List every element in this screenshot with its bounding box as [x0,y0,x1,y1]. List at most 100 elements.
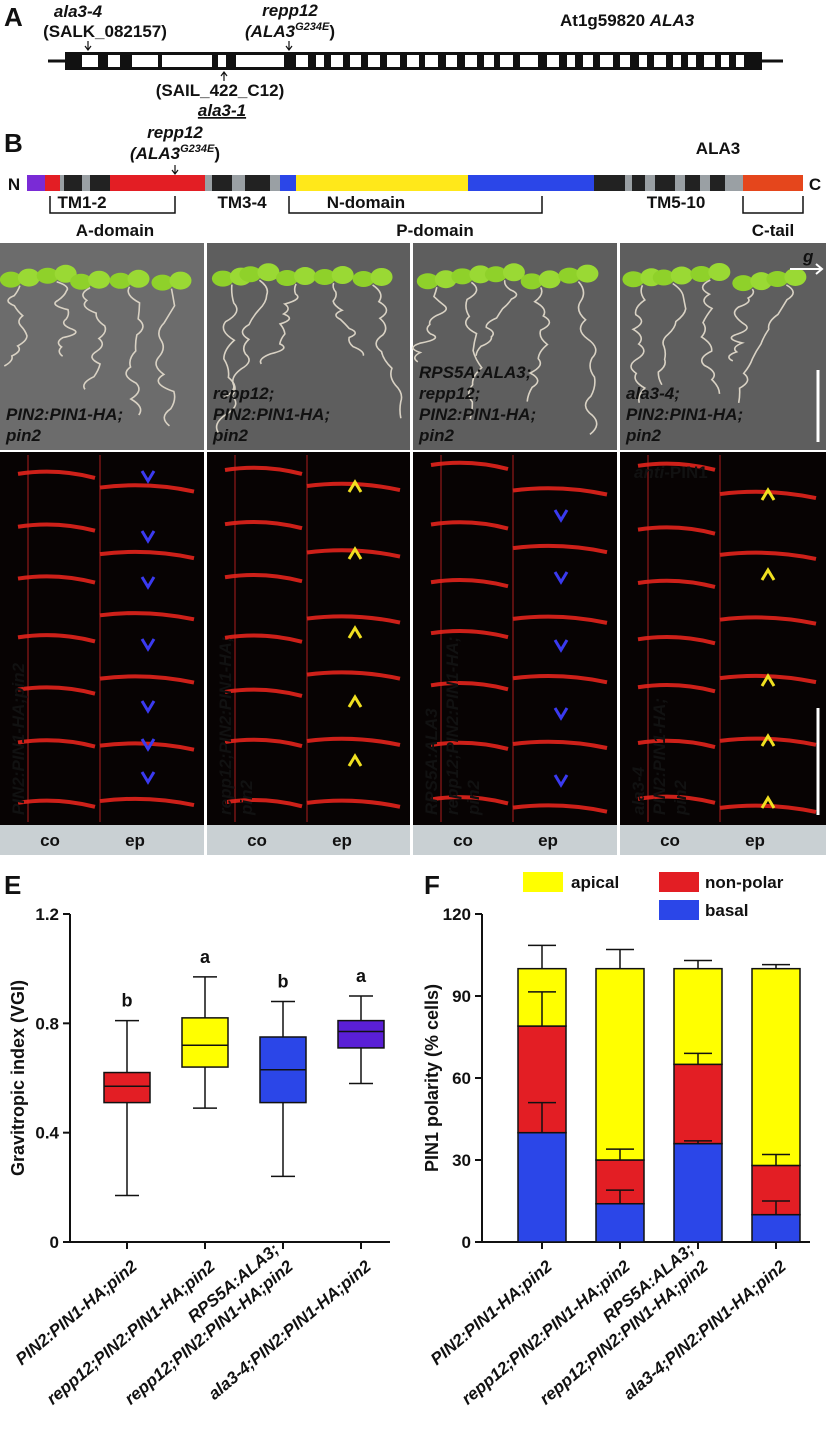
caption-group: ala3-4 PIN2:PIN1-HA; pin2 [629,698,690,816]
box [337,1019,385,1049]
domain-label: A-domain [76,221,154,240]
layer-strip [413,825,617,855]
intron [108,55,120,67]
root [526,286,551,402]
cell-layer: ep [332,831,352,850]
intron [547,55,559,67]
intron [218,55,226,67]
arrowhead [347,694,363,708]
arrowhead [760,567,776,581]
y-axis-label: Gravitropic index (VGI) [8,980,28,1176]
y-tick-label: 0.4 [35,1124,59,1143]
intron [368,55,380,67]
arrowhead [760,733,776,747]
arrow [171,165,179,175]
protein-name: ALA3 [696,139,740,158]
caption-group: RPS5A:ALA3 repp12;PIN2:PIN1-HA; pin2 [422,636,483,816]
segment-label: TM1-2 [57,193,106,212]
membrane [224,573,303,584]
cell-layer: co [453,831,473,850]
arrowhead [553,707,569,721]
cotyledon [520,273,543,290]
confocal-image [413,452,617,825]
y-tick-label: 60 [452,1069,471,1088]
arrow [220,71,228,81]
protein-segment [232,175,245,191]
cotyledon [750,272,773,291]
caption: pin2 [418,426,454,445]
caption: repp12; [419,384,480,403]
protein-segment [743,175,803,191]
intron [484,55,494,67]
cotyledon [451,268,474,285]
error-bar [606,1148,634,1160]
legend-label: apical [571,873,619,892]
membrane [224,465,303,476]
bracket [49,196,176,214]
protein-segment [280,175,296,191]
intron [520,55,538,67]
arrowhead [347,625,363,639]
arrowhead [140,700,156,714]
caption: pin2 [212,426,248,445]
membrane [719,550,817,561]
intron [425,55,438,67]
layer-strip [0,825,204,855]
cotyledon [469,265,492,284]
caption: pin2 [625,426,661,445]
cotyledon [331,266,354,285]
caption-group: PIN2:PIN1-HA;pin2 [9,662,28,815]
root [155,288,176,427]
cotyledon [434,270,457,289]
membrane [224,519,303,531]
membrane [430,520,509,531]
cotyledon [70,273,93,290]
allele-label: (ALA3G234E) [245,21,335,41]
membrane [99,741,195,752]
protein-segment [296,175,468,191]
allele-close: ) [214,144,220,163]
membrane [512,614,608,625]
root [728,288,755,362]
error-bar [606,1189,634,1204]
membrane [99,674,195,685]
annotation: a [356,966,367,986]
allele-sup: G234E [180,143,215,155]
protein-segment [270,175,280,191]
caption: pin2 [464,780,483,816]
membrane [224,798,303,809]
membrane [512,486,608,497]
cotyledon [151,274,174,291]
y-axis-label: PIN1 polarity (% cells) [422,984,442,1172]
protein-segment [245,175,270,191]
cotyledon [370,267,393,286]
bar-segment [751,1213,801,1243]
caption: pin2 [237,780,256,816]
root [372,284,403,419]
membrane [430,740,509,751]
y-tick-label: 0 [50,1233,59,1252]
bracket [288,196,543,214]
y-tick-label: 0.8 [35,1014,59,1033]
intron [465,55,477,67]
root [464,281,483,420]
error-bar [528,991,556,1027]
arrowhead [760,795,776,809]
cotyledon [352,270,375,287]
membrane [719,803,817,814]
domain-label: P-domain [396,221,473,240]
root [412,287,448,363]
intron [688,55,696,67]
cotyledon [88,270,111,289]
protein-segment [90,175,110,191]
confocal-image [0,452,204,825]
bar-segment [751,967,801,1167]
membrane [17,738,96,749]
arrowhead [140,638,156,652]
box [181,1017,229,1068]
membrane [430,460,509,471]
gravity-label: g [802,247,814,266]
root [221,279,269,400]
membrane [99,549,195,561]
